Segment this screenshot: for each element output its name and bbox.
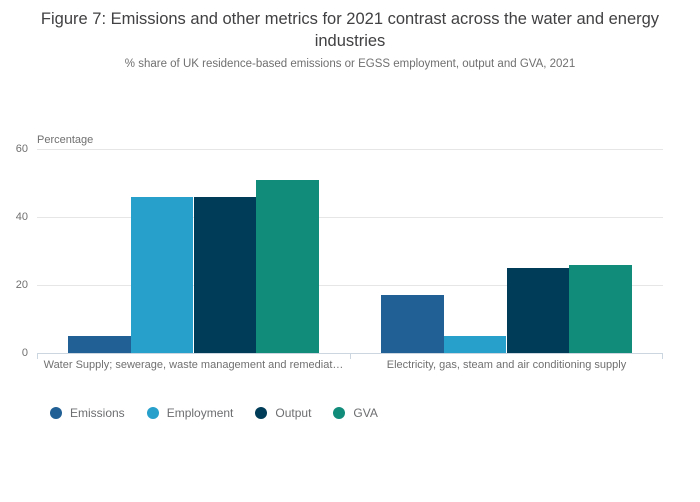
y-axis-title: Percentage: [37, 134, 94, 146]
legend-label-emissions: Emissions: [70, 406, 125, 420]
x-axis-tick-2: [662, 353, 663, 359]
bar-gva-category-2[interactable]: [569, 264, 632, 353]
bar-employment-category-2[interactable]: [443, 336, 507, 353]
legend-dot-employment: [146, 407, 159, 419]
legend-item-output[interactable]: Output: [255, 406, 311, 420]
gridline-20: [37, 285, 663, 286]
bar-emissions-category-2[interactable]: [381, 295, 444, 353]
legend: Emissions Employment Output GVA: [50, 406, 378, 420]
chart-subtitle: % share of UK residence-based emissions …: [124, 58, 576, 70]
legend-label-output: Output: [275, 406, 312, 420]
plot-area: [37, 149, 663, 359]
legend-label-gva: GVA: [353, 406, 378, 420]
x-category-label-2: Electricity, gas, steam and air conditio…: [386, 359, 627, 371]
bar-output-category-2[interactable]: [506, 268, 570, 353]
legend-label-employment: Employment: [166, 406, 234, 420]
y-tick-label-0: 0: [21, 347, 28, 359]
legend-dot-emissions: [50, 407, 62, 419]
legend-dot-output: [255, 407, 268, 419]
y-tick-label-60: 60: [15, 143, 28, 155]
legend-item-emissions[interactable]: Emissions: [50, 406, 125, 420]
bar-employment-category-1[interactable]: [130, 196, 194, 353]
legend-item-employment[interactable]: Employment: [146, 406, 234, 420]
legend-dot-gva: [333, 407, 346, 419]
bar-gva-category-1[interactable]: [256, 179, 319, 353]
legend-item-gva[interactable]: GVA: [333, 406, 378, 420]
x-axis-tick-1: [350, 353, 351, 359]
bar-emissions-category-1[interactable]: [68, 336, 131, 353]
chart-title: Figure 7: Emissions and other metrics fo…: [40, 10, 660, 50]
y-tick-label-40: 40: [15, 211, 28, 223]
bar-output-category-1[interactable]: [193, 196, 257, 353]
x-category-label-1: Water Supply; sewerage, waste management…: [43, 359, 344, 371]
gridline-40: [37, 217, 663, 218]
x-axis-tick-0: [37, 353, 38, 359]
gridline-60: [37, 149, 663, 150]
y-tick-label-20: 20: [15, 279, 28, 291]
